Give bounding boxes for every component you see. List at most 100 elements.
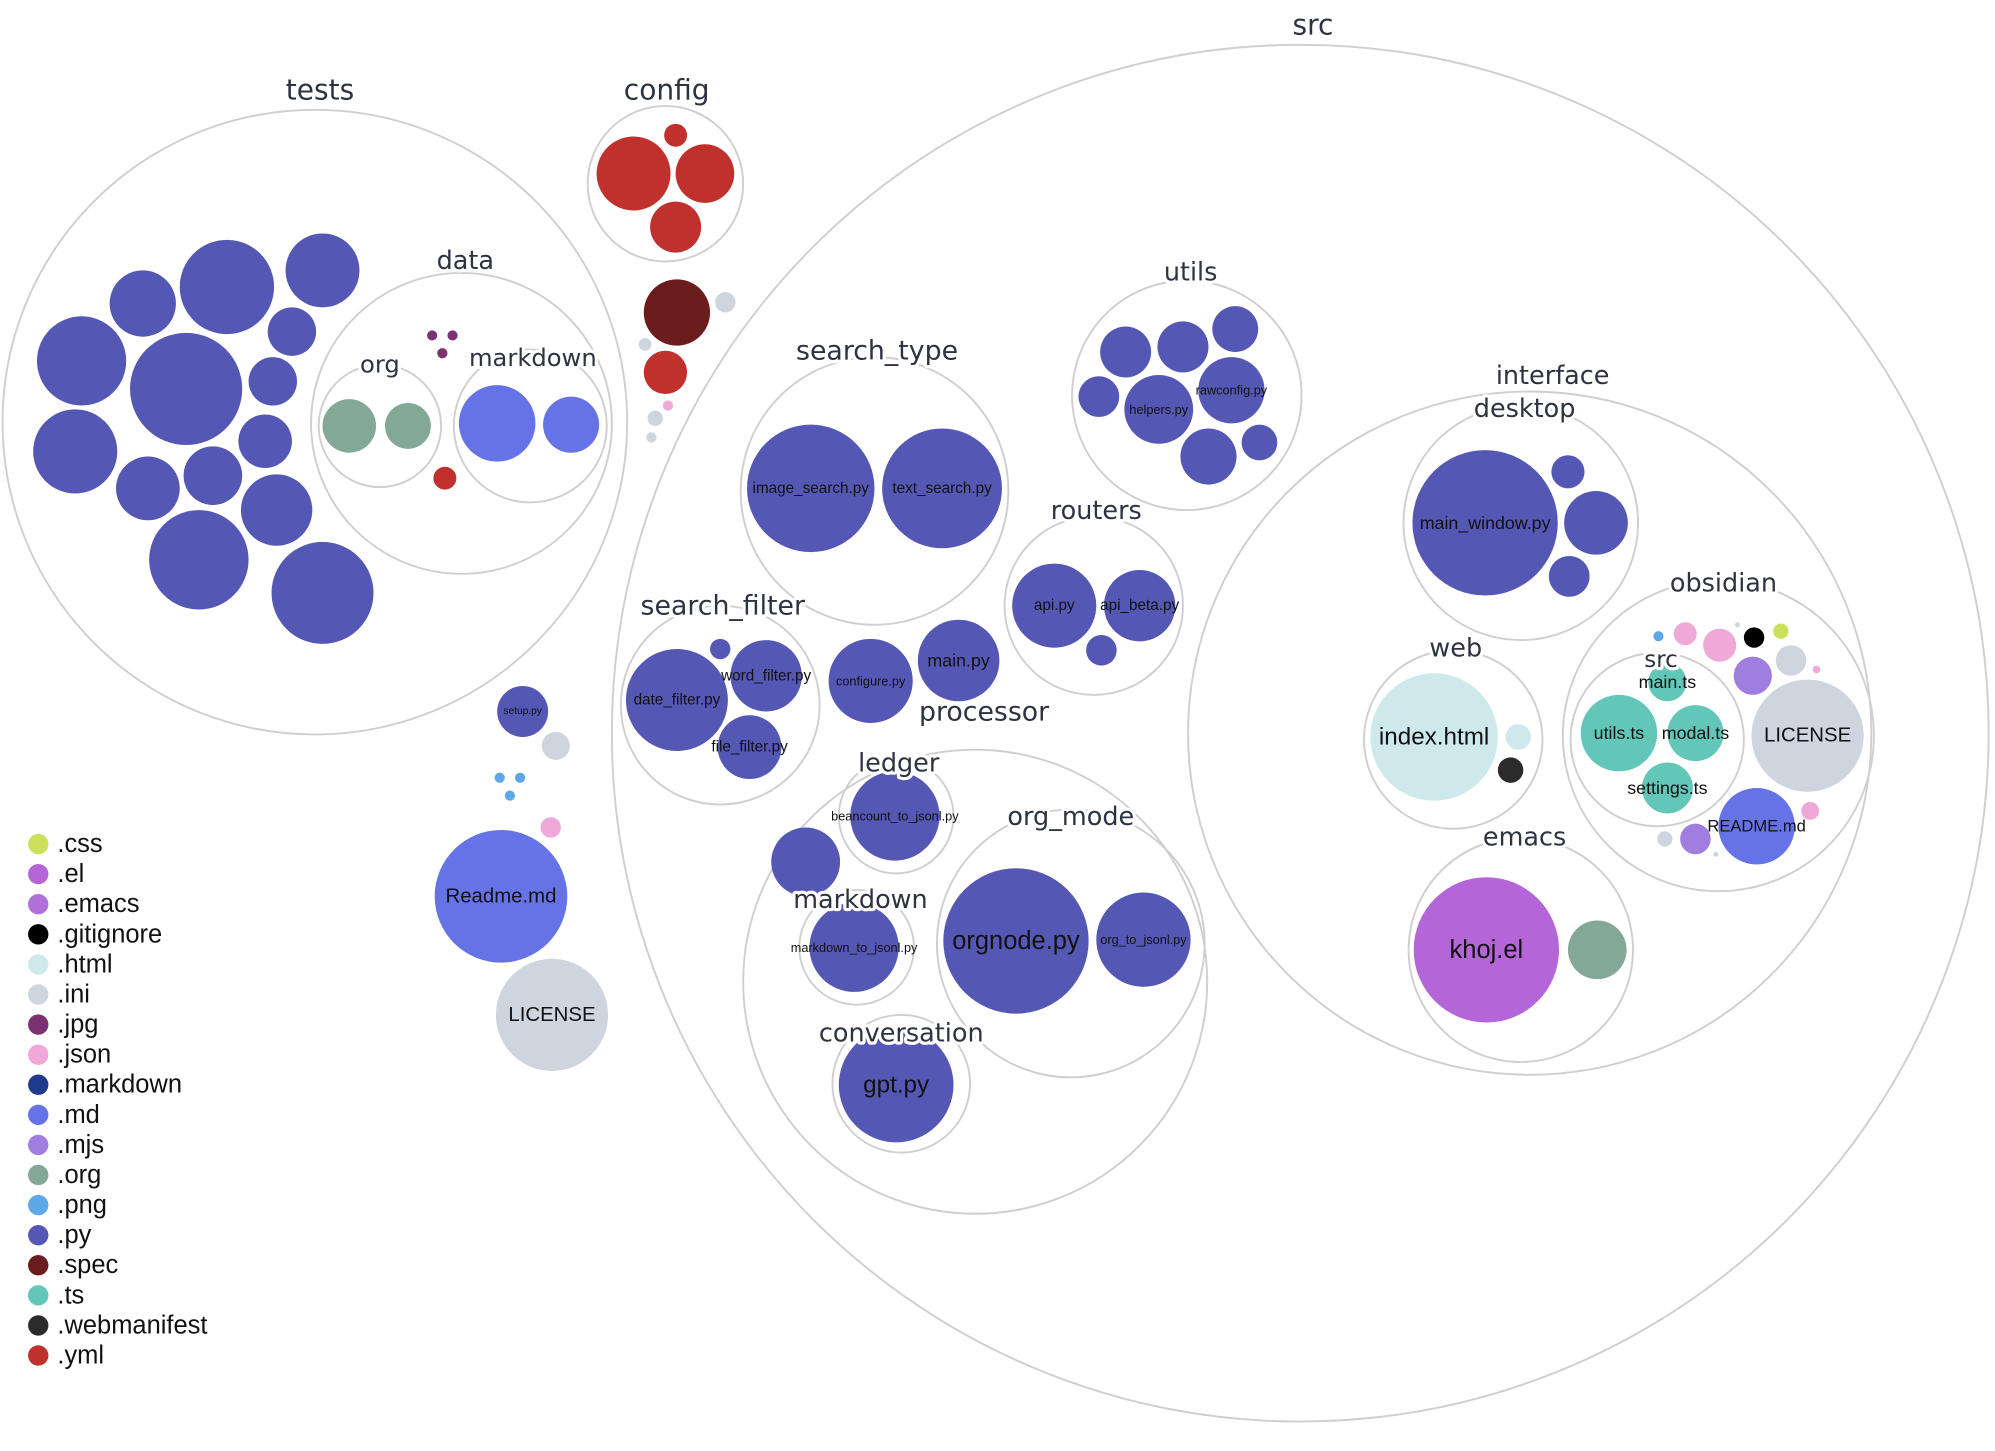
- file-json[interactable]: [1801, 801, 1820, 820]
- file-py[interactable]: [267, 307, 317, 356]
- file-settings-ts[interactable]: [1641, 762, 1693, 814]
- file-yml[interactable]: [596, 136, 671, 211]
- file-mjs[interactable]: [1733, 656, 1772, 695]
- file-word-filter[interactable]: [730, 640, 802, 712]
- file-py[interactable]: [248, 357, 298, 406]
- folder-obsidian[interactable]: [1561, 579, 1875, 893]
- folder-search-filter[interactable]: [619, 604, 821, 806]
- file-py[interactable]: [1241, 424, 1278, 461]
- file-spec[interactable]: [643, 279, 711, 346]
- file-py[interactable]: [183, 446, 243, 505]
- file-py[interactable]: [271, 541, 374, 644]
- folder-data[interactable]: [310, 272, 613, 575]
- file-ini[interactable]: [638, 337, 652, 351]
- file-ini[interactable]: [541, 731, 570, 760]
- file-setup[interactable]: [497, 685, 549, 737]
- file-main-window[interactable]: [1412, 450, 1558, 596]
- file-ini[interactable]: [715, 292, 736, 313]
- file-markdown-to-jsonl[interactable]: [809, 902, 899, 992]
- folder-src[interactable]: [610, 43, 1990, 1423]
- file-py[interactable]: [1180, 428, 1237, 485]
- file-rawconfig[interactable]: [1198, 357, 1265, 424]
- file-gpt[interactable]: [838, 1027, 954, 1143]
- file-py[interactable]: [33, 409, 118, 494]
- folder-org-mode[interactable]: [935, 808, 1206, 1079]
- file-json[interactable]: [540, 817, 561, 838]
- file-py[interactable]: [1100, 326, 1152, 378]
- file-beancount[interactable]: [850, 771, 940, 861]
- file-modal-ts[interactable]: [1667, 705, 1724, 762]
- file-yml[interactable]: [664, 123, 688, 147]
- folder-small[interactable]: [484, 758, 536, 810]
- file-jpg[interactable]: [427, 330, 438, 341]
- file-webmanifest[interactable]: [1497, 757, 1524, 783]
- file-ini[interactable]: [1734, 622, 1741, 628]
- file-py[interactable]: [36, 316, 127, 406]
- file-mjs[interactable]: [1680, 823, 1711, 855]
- file-yml[interactable]: [650, 201, 702, 253]
- file-ini[interactable]: [647, 410, 663, 426]
- file-py[interactable]: [130, 332, 243, 446]
- file-png[interactable]: [494, 772, 505, 783]
- file-main-ts[interactable]: [1648, 663, 1687, 702]
- file-org[interactable]: [322, 399, 377, 453]
- file-yml[interactable]: [643, 350, 688, 395]
- file-utils-ts[interactable]: [1580, 694, 1658, 772]
- folder-utils[interactable]: [1071, 279, 1303, 512]
- folder-markdown2[interactable]: [798, 888, 915, 1006]
- file-py[interactable]: [1548, 555, 1590, 597]
- folder-small[interactable]: [416, 316, 468, 368]
- file-py[interactable]: [710, 638, 731, 660]
- file-text-search[interactable]: [882, 428, 1002, 549]
- file-gitignore[interactable]: [1743, 627, 1765, 648]
- file-json[interactable]: [1812, 665, 1821, 674]
- file-yml[interactable]: [675, 144, 735, 203]
- file-jpg[interactable]: [437, 348, 448, 359]
- file-py[interactable]: [1551, 455, 1585, 489]
- file-json[interactable]: [1673, 622, 1697, 646]
- file-index-html[interactable]: [1370, 673, 1498, 801]
- file-ini[interactable]: [1657, 831, 1673, 847]
- file-main[interactable]: [917, 619, 1000, 702]
- file-ini[interactable]: [1775, 645, 1807, 676]
- file-md[interactable]: [458, 385, 536, 462]
- file-py[interactable]: [1157, 321, 1209, 373]
- file-md[interactable]: [543, 396, 600, 453]
- file-org[interactable]: [1567, 920, 1627, 980]
- folder-desktop[interactable]: [1402, 404, 1640, 642]
- folder-web[interactable]: [1363, 649, 1544, 830]
- file-api-beta[interactable]: [1103, 569, 1176, 642]
- file-readme-obs[interactable]: [1718, 787, 1795, 865]
- file-orgnode[interactable]: [943, 868, 1089, 1014]
- file-api[interactable]: [1012, 563, 1097, 648]
- file-py[interactable]: [1212, 306, 1259, 352]
- file-file-filter[interactable]: [717, 715, 782, 780]
- file-png[interactable]: [504, 790, 516, 801]
- file-html[interactable]: [1505, 724, 1531, 750]
- file-license-obs[interactable]: [1751, 679, 1864, 792]
- file-py[interactable]: [149, 510, 249, 610]
- file-png[interactable]: [1653, 631, 1664, 642]
- file-py[interactable]: [1564, 490, 1628, 555]
- file-date-filter[interactable]: [625, 649, 728, 751]
- file-css[interactable]: [1773, 623, 1789, 639]
- file-org-to-jsonl[interactable]: [1096, 892, 1191, 987]
- file-image-search[interactable]: [747, 424, 875, 553]
- file-py[interactable]: [285, 233, 360, 308]
- folder-markdown[interactable]: [452, 348, 608, 504]
- folder-ledger[interactable]: [837, 757, 955, 875]
- file-py[interactable]: [179, 239, 275, 335]
- file-json[interactable]: [1703, 628, 1737, 662]
- folder-search-type[interactable]: [739, 356, 1010, 626]
- file-ini[interactable]: [1713, 851, 1719, 857]
- file-readme-root[interactable]: [434, 830, 568, 963]
- file-ini[interactable]: [646, 432, 657, 443]
- file-py[interactable]: [116, 456, 180, 521]
- file-py[interactable]: [1078, 376, 1120, 418]
- folder-conversation[interactable]: [831, 1013, 972, 1154]
- file-jpg[interactable]: [447, 330, 458, 341]
- file-py[interactable]: [1086, 634, 1117, 666]
- folder-src2[interactable]: [1569, 651, 1745, 828]
- file-license-root[interactable]: [495, 958, 609, 1071]
- file-khoj-el[interactable]: [1413, 877, 1560, 1023]
